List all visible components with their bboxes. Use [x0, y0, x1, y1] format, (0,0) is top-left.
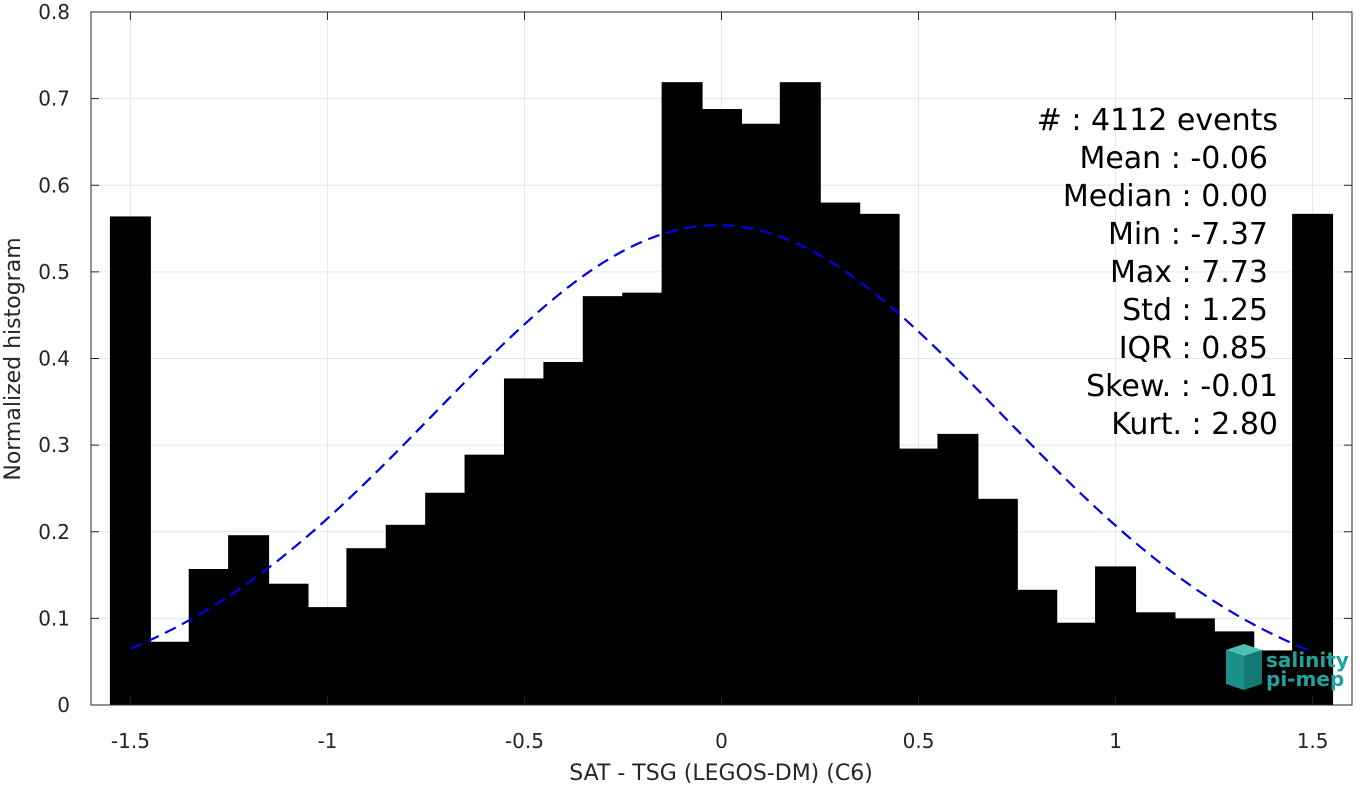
gaussian-fit-curve	[129, 224, 1313, 653]
stats-max: Max : 7.73	[1110, 255, 1268, 290]
y-tick-label-4: 0.4	[38, 347, 70, 371]
salinity-pi-mep-logo: salinity pi-mep	[1226, 644, 1349, 691]
bar-25	[1095, 566, 1137, 705]
bar-26	[1134, 612, 1176, 705]
bar-24	[1055, 622, 1097, 705]
bar-1	[149, 641, 191, 705]
y-tick-label-5: 0.5	[38, 260, 70, 284]
bar-0	[109, 216, 151, 705]
stats-count: # : 4112 events	[1037, 103, 1278, 138]
stats-min: Min : -7.37	[1108, 217, 1268, 252]
bar-4	[267, 583, 309, 705]
y-tick-label-2: 0.2	[38, 520, 70, 544]
stats-annotation: # : 4112 events Mean : -0.06 Median : 0.…	[1037, 103, 1278, 442]
logo-line-pi-mep: pi-mep	[1266, 667, 1344, 691]
bar-16	[740, 123, 782, 706]
bar-17	[779, 82, 821, 705]
bar-2	[188, 568, 230, 705]
bar-27	[1173, 618, 1215, 705]
bar-12	[582, 296, 624, 705]
stats-mean: Mean : -0.06	[1079, 141, 1268, 176]
x-tick-label-3: 0	[715, 729, 728, 753]
bar-8	[425, 492, 467, 705]
x-tick-label-1: -1	[317, 729, 337, 753]
bar-20	[898, 448, 940, 705]
cube-icon	[1226, 644, 1262, 690]
bar-5	[306, 607, 348, 705]
bar-9	[464, 454, 506, 705]
bar-30	[1292, 213, 1334, 705]
bar-14	[661, 82, 703, 705]
stats-kurtosis: Kurt. : 2.80	[1111, 407, 1278, 442]
bar-15	[701, 109, 742, 705]
stats-std: Std : 1.25	[1122, 293, 1268, 328]
y-tick-label-1: 0.1	[38, 606, 70, 630]
y-tick-label-6: 0.6	[38, 173, 70, 197]
x-tick-label-5: 1	[1109, 729, 1122, 753]
y-tick-label-0: 0	[57, 693, 70, 717]
bar-7	[385, 524, 427, 705]
bar-3	[228, 535, 270, 705]
x-tick-label-0: -1.5	[111, 729, 150, 753]
bar-series	[109, 82, 1334, 706]
bar-10	[503, 378, 545, 705]
stats-iqr: IQR : 0.85	[1119, 331, 1268, 366]
x-tick-label-2: -0.5	[505, 729, 544, 753]
bar-13	[622, 292, 664, 705]
stats-median: Median : 0.00	[1063, 179, 1268, 214]
y-tick-label-8: 0.8	[38, 0, 70, 24]
axis-ticks: -1.5 -1 -0.5 0 0.5 1 1.5 0 0.1 0.2 0.3 0.4 0.5 0.6 0.7…	[38, 0, 1352, 753]
bar-23	[1016, 589, 1058, 705]
bar-22	[976, 498, 1018, 705]
logo-line-salinity: salinity	[1266, 648, 1349, 672]
bar-18	[819, 202, 861, 705]
x-tick-label-6: 1.5	[1297, 729, 1329, 753]
bar-21	[937, 433, 979, 705]
bar-11	[543, 361, 585, 705]
bar-6	[346, 548, 388, 705]
y-tick-label-7: 0.7	[38, 87, 70, 111]
x-axis-label: SAT - TSG (LEGOS-DM) (C6)	[569, 761, 873, 785]
x-tick-label-4: 0.5	[903, 729, 935, 753]
y-tick-label-3: 0.3	[38, 433, 70, 457]
bar-19	[858, 213, 900, 705]
stats-skewness: Skew. : -0.01	[1086, 369, 1278, 404]
y-axis-label: Normalized histogram	[1, 237, 26, 480]
